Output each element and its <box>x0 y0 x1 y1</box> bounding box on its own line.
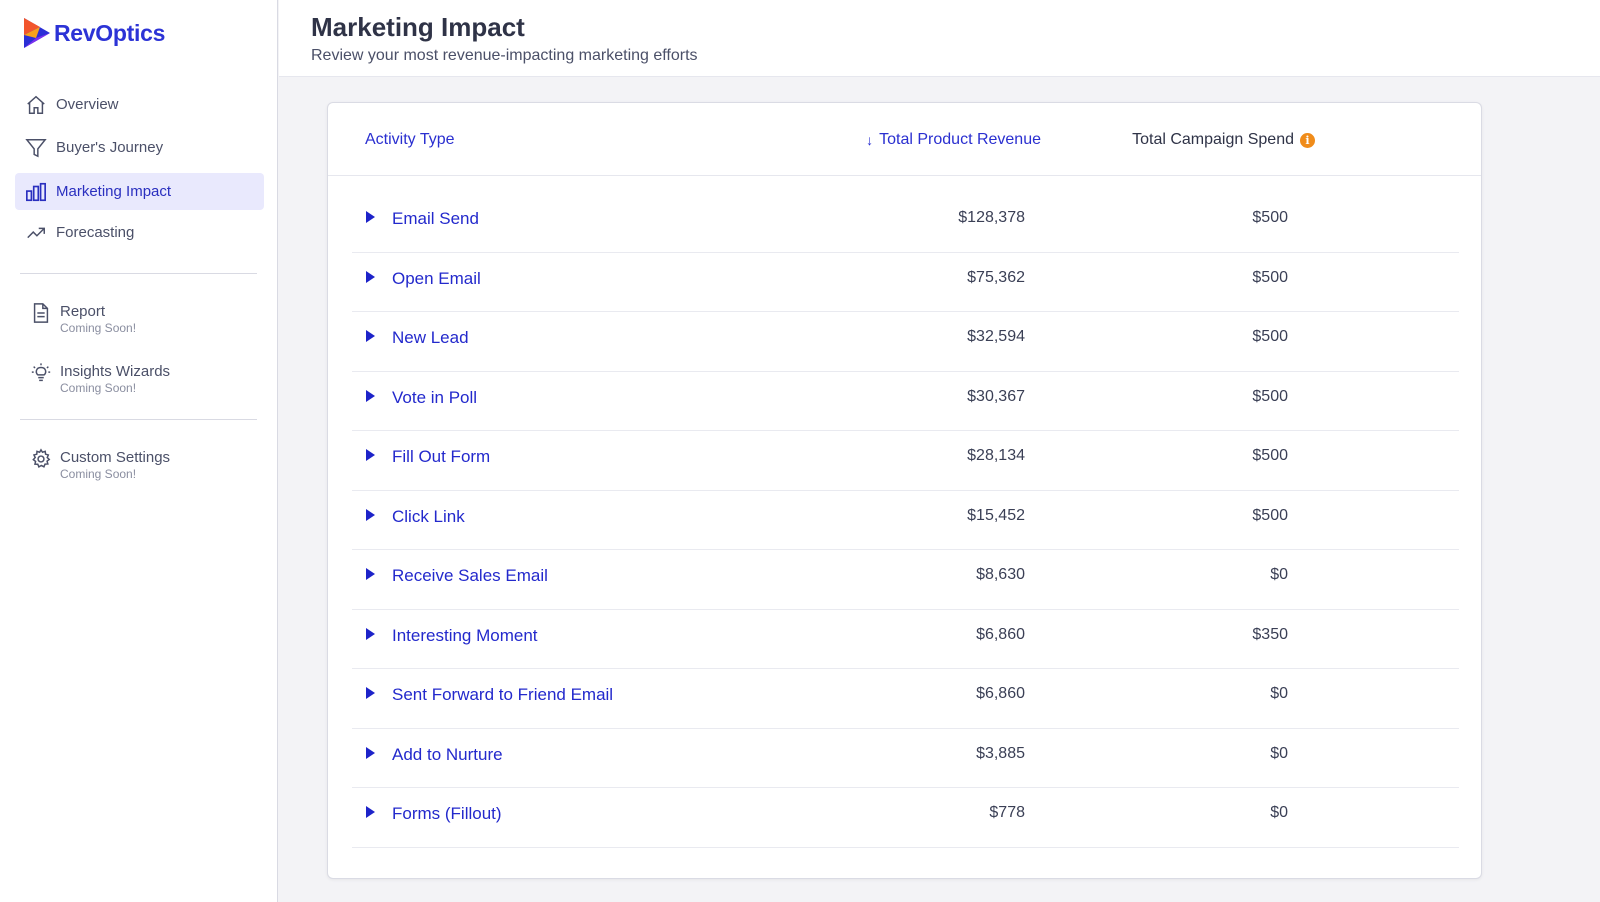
sidebar-item-label: Insights Wizards <box>60 363 171 380</box>
table-row[interactable]: Vote in Poll $30,367 $500 <box>352 372 1459 431</box>
column-header-label: Total Product Revenue <box>879 131 1041 148</box>
activity-type-cell[interactable]: Vote in Poll <box>392 387 478 407</box>
coming-soon-note: Coming Soon! <box>60 321 137 335</box>
spend-cell: $500 <box>1252 328 1288 345</box>
page-subtitle: Review your most revenue-impacting marke… <box>311 47 698 64</box>
spend-cell: $0 <box>1270 566 1288 583</box>
revenue-cell: $75,362 <box>967 268 1025 286</box>
activity-type-cell[interactable]: Sent Forward to Friend Email <box>392 685 614 704</box>
expand-caret-icon[interactable] <box>366 389 375 402</box>
revenue-cell: $15,452 <box>967 506 1025 524</box>
table-row[interactable]: Click Link $15,452 $500 <box>352 491 1459 550</box>
revoptics-logo-icon <box>24 18 50 48</box>
spend-cell: $500 <box>1252 209 1288 226</box>
revenue-cell: $32,594 <box>967 328 1025 345</box>
expand-caret-icon[interactable] <box>366 330 375 342</box>
column-header-revenue[interactable]: ↓ Total Product Revenue <box>866 131 1041 149</box>
sidebar-item-insights-wizards[interactable]: Insights Wizards Coming Soon! <box>30 362 170 396</box>
activity-type-cell[interactable]: Forms (Fillout) <box>392 804 502 823</box>
activity-type-cell[interactable]: Open Email <box>392 268 481 288</box>
expand-caret-icon[interactable] <box>366 806 375 818</box>
sidebar-item-buyers-journey[interactable]: Buyer's Journey <box>15 129 264 166</box>
expand-caret-icon[interactable] <box>366 211 375 223</box>
table-row[interactable]: Forms (Fillout) $778 $0 <box>352 788 1459 848</box>
document-icon <box>33 303 49 323</box>
brand-name: RevOptics <box>54 19 166 46</box>
sidebar-item-report[interactable]: Report Coming Soon! <box>30 302 136 336</box>
activity-type-cell[interactable]: Click Link <box>392 506 465 526</box>
funnel-icon <box>25 138 47 157</box>
bar-chart-icon <box>26 182 46 201</box>
table-row[interactable]: Email Send $128,378 $500 <box>352 193 1459 253</box>
column-header-activity[interactable]: Activity Type <box>365 131 455 148</box>
sidebar-divider <box>20 273 257 274</box>
table-row[interactable]: Fill Out Form $28,134 $500 <box>352 431 1459 491</box>
sidebar-divider <box>20 419 257 420</box>
expand-caret-icon[interactable] <box>366 508 375 521</box>
column-header-label: Total Campaign Spend <box>1132 131 1294 148</box>
revenue-cell: $128,378 <box>958 209 1025 226</box>
spend-cell: $0 <box>1270 685 1288 702</box>
header-divider <box>328 175 1481 176</box>
page-header: Marketing Impact Review your most revenu… <box>279 0 1600 77</box>
spend-cell: $500 <box>1252 506 1288 524</box>
sort-descending-icon: ↓ <box>866 132 874 148</box>
table-row[interactable]: Receive Sales Email $8,630 $0 <box>352 550 1459 610</box>
table-row[interactable]: Add to Nurture $3,885 $0 <box>352 729 1459 788</box>
expand-caret-icon[interactable] <box>366 687 375 699</box>
activity-type-cell[interactable]: Receive Sales Email <box>392 566 548 585</box>
activity-type-cell[interactable]: Fill Out Form <box>392 447 491 466</box>
spend-cell: $500 <box>1252 387 1288 405</box>
revenue-cell: $6,860 <box>976 685 1025 702</box>
gear-icon <box>32 448 51 468</box>
activity-type-cell[interactable]: Interesting Moment <box>392 625 538 645</box>
spend-cell: $500 <box>1252 268 1288 286</box>
sidebar-item-forecasting[interactable]: Forecasting <box>15 214 264 251</box>
page-title: Marketing Impact <box>311 12 525 42</box>
expand-caret-icon[interactable] <box>366 746 375 759</box>
activity-type-cell[interactable]: New Lead <box>392 328 469 347</box>
brand-logo[interactable]: RevOptics <box>22 16 165 50</box>
column-header-spend[interactable]: Total Campaign Spend i <box>1132 131 1315 149</box>
revenue-cell: $30,367 <box>967 387 1025 405</box>
activity-type-cell[interactable]: Add to Nurture <box>392 744 503 764</box>
spend-cell: $350 <box>1252 625 1288 643</box>
sidebar-item-label: Report <box>60 303 106 320</box>
coming-soon-note: Coming Soon! <box>60 467 137 481</box>
home-icon <box>27 95 45 114</box>
sidebar-item-label: Forecasting <box>56 224 135 241</box>
lightbulb-icon <box>31 363 51 382</box>
expand-caret-icon[interactable] <box>366 449 375 461</box>
revenue-cell: $6,860 <box>976 625 1025 643</box>
sidebar-item-label: Buyer's Journey <box>56 139 164 156</box>
sidebar-item-marketing-impact[interactable]: Marketing Impact <box>15 173 264 210</box>
table-row[interactable]: New Lead $32,594 $500 <box>352 312 1459 372</box>
revenue-cell: $8,630 <box>976 566 1025 583</box>
marketing-impact-table: Activity Type ↓ Total Product Revenue To… <box>327 102 1482 879</box>
revenue-cell: $3,885 <box>976 744 1025 762</box>
expand-caret-icon[interactable] <box>366 568 375 580</box>
sidebar: RevOptics Overview Buyer's Journey Marke… <box>0 0 278 902</box>
table-body: Email Send $128,378 $500 Open Email $75,362 $… <box>352 193 1459 848</box>
table-row[interactable]: Sent Forward to Friend Email $6,860 $0 <box>352 669 1459 729</box>
sidebar-item-overview[interactable]: Overview <box>15 86 264 123</box>
trend-up-icon <box>27 227 45 238</box>
revenue-cell: $28,134 <box>967 447 1025 464</box>
spend-cell: $0 <box>1270 744 1288 762</box>
sidebar-item-label: Marketing Impact <box>56 183 172 200</box>
table-row[interactable]: Open Email $75,362 $500 <box>352 253 1459 312</box>
sidebar-item-label: Custom Settings <box>60 449 171 466</box>
coming-soon-note: Coming Soon! <box>60 381 137 395</box>
sidebar-item-custom-settings[interactable]: Custom Settings Coming Soon! <box>30 448 170 482</box>
revenue-cell: $778 <box>989 804 1025 821</box>
expand-caret-icon[interactable] <box>366 270 375 283</box>
activity-type-cell[interactable]: Email Send <box>392 209 479 228</box>
info-icon[interactable]: i <box>1300 132 1315 148</box>
spend-cell: $500 <box>1252 447 1288 464</box>
sidebar-item-label: Overview <box>56 96 119 113</box>
spend-cell: $0 <box>1270 804 1288 821</box>
expand-caret-icon[interactable] <box>366 627 375 640</box>
table-row[interactable]: Interesting Moment $6,860 $350 <box>352 610 1459 669</box>
